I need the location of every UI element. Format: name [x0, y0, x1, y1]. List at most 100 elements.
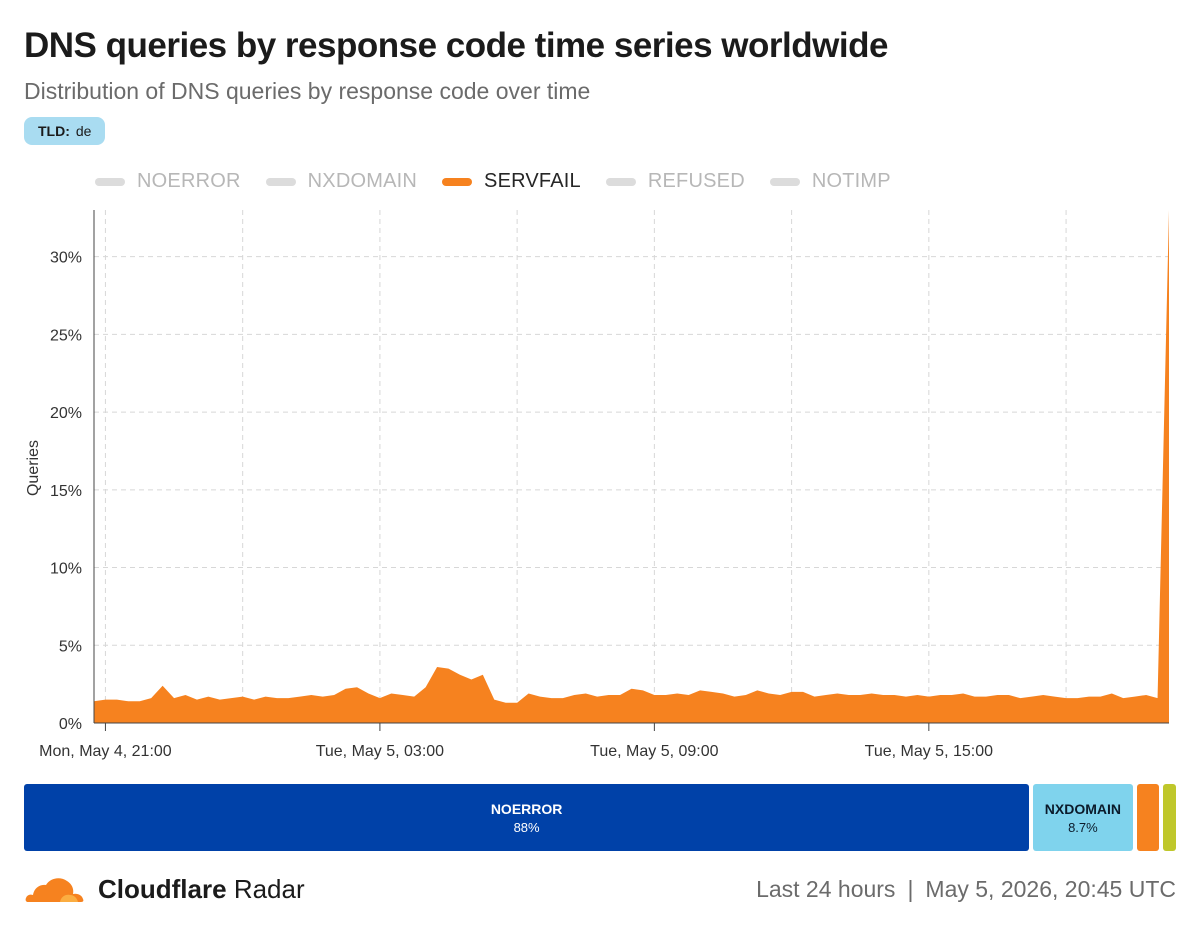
servfail-point[interactable] — [481, 673, 485, 677]
servfail-point[interactable] — [755, 688, 759, 692]
servfail-point[interactable] — [1087, 695, 1091, 699]
servfail-point[interactable] — [584, 691, 588, 695]
servfail-point[interactable] — [915, 693, 919, 697]
servfail-point[interactable] — [767, 691, 771, 695]
servfail-point[interactable] — [515, 701, 519, 705]
servfail-point[interactable] — [309, 693, 313, 697]
servfail-point[interactable] — [572, 693, 576, 697]
servfail-point[interactable] — [1133, 695, 1137, 699]
servfail-point[interactable] — [149, 696, 153, 700]
servfail-point[interactable] — [389, 691, 393, 695]
servfail-point[interactable] — [618, 693, 622, 697]
servfail-point[interactable] — [961, 691, 965, 695]
servfail-area[interactable] — [94, 210, 1169, 723]
servfail-point[interactable] — [812, 695, 816, 699]
servfail-point[interactable] — [950, 693, 954, 697]
servfail-point[interactable] — [858, 693, 862, 697]
servfail-point[interactable] — [893, 693, 897, 697]
servfail-point[interactable] — [401, 693, 405, 697]
servfail-point[interactable] — [447, 667, 451, 671]
servfail-point[interactable] — [286, 696, 290, 700]
servfail-point[interactable] — [1144, 693, 1148, 697]
servfail-point[interactable] — [264, 695, 268, 699]
servfail-point[interactable] — [344, 687, 348, 691]
servfail-point[interactable] — [412, 695, 416, 699]
servfail-point[interactable] — [824, 693, 828, 697]
servfail-point[interactable] — [1064, 696, 1068, 700]
servfail-point[interactable] — [641, 688, 645, 692]
servfail-point[interactable] — [790, 690, 794, 694]
servfail-point[interactable] — [126, 699, 130, 703]
servfail-point[interactable] — [1018, 696, 1022, 700]
servfail-point[interactable] — [1076, 696, 1080, 700]
servfail-point[interactable] — [652, 693, 656, 697]
servfail-series[interactable] — [92, 208, 1171, 723]
legend-item-noerror[interactable]: NOERROR — [95, 170, 241, 193]
servfail-point[interactable] — [252, 698, 256, 702]
servfail-point[interactable] — [927, 695, 931, 699]
servfail-point[interactable] — [984, 695, 988, 699]
servfail-point[interactable] — [904, 695, 908, 699]
legend-item-notimp[interactable]: NOTIMP — [769, 170, 891, 193]
servfail-point[interactable] — [1110, 691, 1114, 695]
servfail-point[interactable] — [973, 695, 977, 699]
share-segment-refused[interactable] — [1163, 784, 1176, 851]
share-segment-nxdomain[interactable]: NXDOMAIN 8.7% — [1033, 784, 1133, 851]
legend-item-nxdomain[interactable]: NXDOMAIN — [265, 170, 417, 193]
servfail-point[interactable] — [835, 691, 839, 695]
servfail-point[interactable] — [115, 698, 119, 702]
servfail-point[interactable] — [103, 698, 107, 702]
servfail-point[interactable] — [687, 693, 691, 697]
servfail-point[interactable] — [1030, 695, 1034, 699]
servfail-point[interactable] — [161, 684, 165, 688]
servfail-point[interactable] — [458, 673, 462, 677]
servfail-point[interactable] — [881, 693, 885, 697]
servfail-point[interactable] — [538, 695, 542, 699]
servfail-point[interactable] — [241, 695, 245, 699]
servfail-point[interactable] — [595, 695, 599, 699]
servfail-point[interactable] — [172, 696, 176, 700]
servfail-point[interactable] — [332, 693, 336, 697]
servfail-point[interactable] — [424, 685, 428, 689]
servfail-point[interactable] — [527, 691, 531, 695]
servfail-point[interactable] — [366, 691, 370, 695]
servfail-point[interactable] — [710, 690, 714, 694]
servfail-point[interactable] — [630, 687, 634, 691]
servfail-point[interactable] — [1007, 693, 1011, 697]
servfail-point[interactable] — [744, 693, 748, 697]
servfail-point[interactable] — [847, 693, 851, 697]
legend-item-servfail[interactable]: SERVFAIL — [442, 170, 581, 193]
servfail-point[interactable] — [378, 696, 382, 700]
servfail-point[interactable] — [1167, 208, 1171, 212]
servfail-point[interactable] — [561, 696, 565, 700]
servfail-point[interactable] — [698, 688, 702, 692]
servfail-point[interactable] — [1053, 695, 1057, 699]
servfail-point[interactable] — [549, 696, 553, 700]
share-segment-servfail[interactable] — [1136, 784, 1160, 851]
servfail-point[interactable] — [721, 691, 725, 695]
servfail-point[interactable] — [138, 699, 142, 703]
legend-item-refused[interactable]: REFUSED — [605, 170, 745, 193]
servfail-point[interactable] — [664, 693, 668, 697]
servfail-point[interactable] — [607, 693, 611, 697]
servfail-point[interactable] — [675, 691, 679, 695]
servfail-point[interactable] — [1041, 693, 1045, 697]
servfail-point[interactable] — [229, 696, 233, 700]
servfail-point[interactable] — [504, 701, 508, 705]
servfail-point[interactable] — [778, 693, 782, 697]
servfail-point[interactable] — [732, 695, 736, 699]
servfail-point[interactable] — [435, 665, 439, 669]
servfail-point[interactable] — [195, 698, 199, 702]
share-segment-noerror[interactable]: NOERROR 88% — [24, 784, 1030, 851]
servfail-point[interactable] — [492, 698, 496, 702]
tld-filter-badge[interactable]: TLD: de — [24, 117, 106, 145]
servfail-point[interactable] — [218, 698, 222, 702]
servfail-point[interactable] — [298, 695, 302, 699]
servfail-point[interactable] — [321, 695, 325, 699]
servfail-point[interactable] — [870, 691, 874, 695]
servfail-point[interactable] — [469, 677, 473, 681]
servfail-point[interactable] — [1121, 696, 1125, 700]
servfail-point[interactable] — [995, 693, 999, 697]
servfail-point[interactable] — [1156, 696, 1160, 700]
servfail-point[interactable] — [183, 693, 187, 697]
